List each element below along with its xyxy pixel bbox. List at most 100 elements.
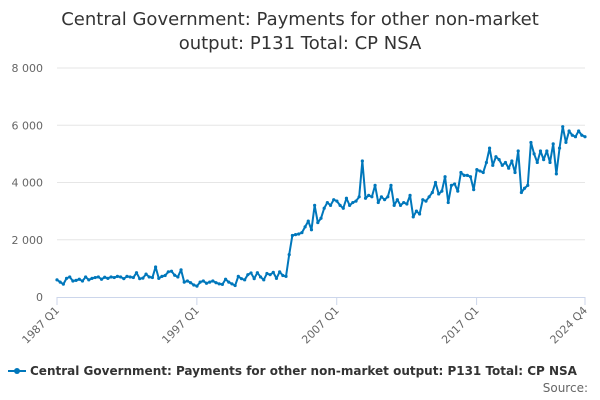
data-point[interactable]: [313, 203, 317, 207]
legend[interactable]: Central Government: Payments for other n…: [8, 364, 593, 378]
data-point[interactable]: [300, 230, 304, 235]
data-point[interactable]: [440, 189, 444, 193]
data-point[interactable]: [348, 203, 352, 207]
data-point[interactable]: [208, 280, 212, 284]
data-point[interactable]: [119, 275, 123, 279]
data-point[interactable]: [354, 199, 358, 203]
data-point[interactable]: [411, 215, 415, 219]
data-point[interactable]: [258, 275, 263, 279]
data-point[interactable]: [195, 284, 199, 288]
data-point[interactable]: [138, 277, 142, 281]
data-point[interactable]: [99, 277, 104, 281]
data-point[interactable]: [392, 203, 396, 207]
data-point[interactable]: [198, 280, 202, 284]
data-point[interactable]: [150, 275, 155, 280]
data-point[interactable]: [160, 274, 164, 278]
data-point[interactable]: [341, 206, 345, 210]
data-point[interactable]: [290, 233, 294, 238]
data-point[interactable]: [437, 192, 441, 196]
data-point[interactable]: [503, 160, 508, 165]
data-point[interactable]: [227, 280, 231, 284]
data-point[interactable]: [211, 279, 215, 283]
data-point[interactable]: [204, 281, 209, 285]
data-point[interactable]: [274, 276, 279, 280]
data-point[interactable]: [398, 203, 403, 207]
data-point[interactable]: [535, 160, 539, 165]
data-point[interactable]: [84, 275, 88, 279]
data-point[interactable]: [538, 149, 543, 153]
data-point[interactable]: [96, 275, 100, 279]
data-point[interactable]: [147, 275, 151, 279]
data-point[interactable]: [284, 274, 288, 278]
data-point[interactable]: [265, 271, 269, 276]
data-point[interactable]: [80, 279, 85, 283]
data-point[interactable]: [335, 199, 339, 203]
data-point[interactable]: [109, 275, 113, 279]
data-point[interactable]: [233, 283, 237, 288]
data-point[interactable]: [551, 142, 555, 146]
data-point[interactable]: [379, 195, 384, 199]
data-point[interactable]: [281, 273, 285, 278]
data-point[interactable]: [386, 195, 390, 199]
data-point[interactable]: [201, 279, 205, 283]
data-point[interactable]: [262, 278, 266, 282]
data-point[interactable]: [297, 232, 301, 236]
data-point[interactable]: [68, 275, 72, 279]
data-point[interactable]: [418, 212, 422, 216]
data-point[interactable]: [554, 172, 558, 176]
data-point[interactable]: [131, 275, 135, 280]
data-point[interactable]: [443, 175, 447, 179]
data-point[interactable]: [71, 279, 75, 283]
data-point[interactable]: [309, 228, 314, 232]
data-point[interactable]: [154, 265, 158, 269]
data-point[interactable]: [192, 283, 196, 287]
data-point[interactable]: [328, 203, 333, 207]
data-point[interactable]: [433, 180, 438, 185]
data-point[interactable]: [157, 276, 161, 280]
data-point[interactable]: [144, 272, 148, 276]
data-point[interactable]: [93, 275, 97, 280]
data-point[interactable]: [367, 193, 371, 197]
data-point[interactable]: [449, 183, 454, 187]
data-point[interactable]: [90, 276, 94, 280]
data-point[interactable]: [338, 203, 342, 207]
data-point[interactable]: [252, 277, 256, 281]
data-point[interactable]: [351, 200, 355, 205]
data-point[interactable]: [564, 140, 568, 145]
data-point[interactable]: [383, 198, 387, 202]
data-point[interactable]: [214, 281, 218, 285]
data-point[interactable]: [487, 146, 492, 150]
data-point[interactable]: [475, 168, 479, 172]
data-point[interactable]: [519, 190, 523, 195]
data-point[interactable]: [472, 188, 476, 192]
data-point[interactable]: [567, 129, 571, 133]
data-point[interactable]: [64, 276, 69, 280]
data-point[interactable]: [268, 273, 272, 277]
data-point[interactable]: [373, 183, 377, 187]
data-point[interactable]: [115, 274, 120, 278]
data-point[interactable]: [363, 196, 368, 200]
data-point[interactable]: [122, 277, 126, 281]
data-point[interactable]: [344, 196, 349, 200]
data-point[interactable]: [319, 216, 323, 220]
data-point[interactable]: [293, 233, 298, 237]
data-point[interactable]: [77, 277, 81, 281]
data-point[interactable]: [389, 183, 393, 187]
data-point[interactable]: [176, 275, 180, 279]
data-point[interactable]: [583, 135, 587, 139]
data-point[interactable]: [106, 276, 110, 280]
data-point[interactable]: [173, 273, 177, 277]
data-point[interactable]: [542, 158, 546, 162]
data-point[interactable]: [255, 271, 259, 275]
data-point[interactable]: [557, 146, 562, 150]
data-point[interactable]: [408, 193, 412, 197]
data-point[interactable]: [465, 173, 469, 177]
data-point[interactable]: [414, 209, 419, 213]
data-point[interactable]: [182, 280, 186, 284]
data-point[interactable]: [185, 279, 190, 283]
data-point[interactable]: [573, 135, 578, 139]
data-point[interactable]: [516, 149, 520, 153]
data-point[interactable]: [522, 186, 527, 190]
data-point[interactable]: [427, 195, 431, 199]
data-point[interactable]: [278, 270, 282, 274]
